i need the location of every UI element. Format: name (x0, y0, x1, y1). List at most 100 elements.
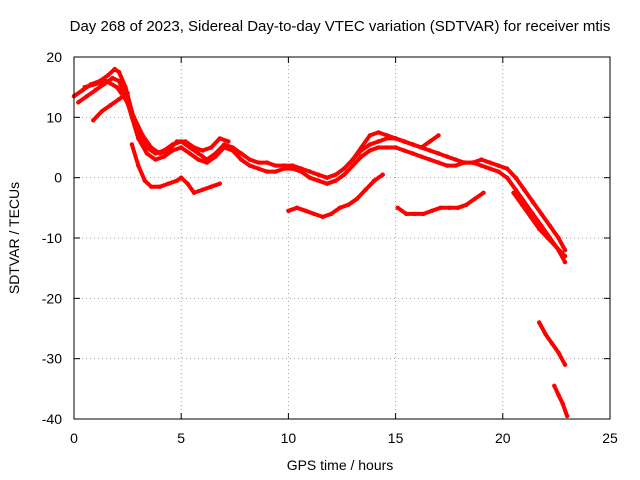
data-point (84, 94, 90, 99)
data-point (116, 78, 122, 84)
data-point (337, 205, 343, 210)
data-point (444, 163, 450, 168)
data-point (144, 151, 150, 156)
data-point (129, 142, 135, 147)
data-point (157, 184, 162, 189)
data-point (179, 175, 184, 180)
data-point (539, 211, 544, 217)
data-point (479, 163, 484, 168)
data-point (123, 97, 128, 102)
data-point (136, 163, 141, 168)
data-point (294, 205, 300, 210)
data-point (174, 178, 180, 183)
data-point (221, 145, 227, 150)
data-point (299, 169, 304, 174)
data-point (487, 166, 493, 171)
data-point (149, 145, 154, 150)
data-point (419, 145, 424, 150)
data-point (487, 160, 493, 165)
data-point (453, 157, 458, 162)
data-point (519, 202, 525, 207)
data-point (324, 181, 330, 186)
data-point (513, 187, 518, 192)
data-point (166, 181, 171, 186)
data-point (549, 341, 555, 346)
data-point (341, 172, 347, 177)
data-point (324, 175, 330, 180)
x-tick-label: 10 (281, 430, 297, 446)
data-point (354, 196, 360, 201)
data-point (504, 166, 510, 171)
data-point (479, 157, 484, 162)
data-point (464, 202, 469, 207)
data-point (438, 205, 443, 210)
data-point (239, 157, 244, 162)
data-point (209, 184, 214, 189)
data-point (511, 190, 516, 195)
data-point (303, 208, 308, 213)
data-point (157, 151, 162, 156)
data-point (560, 401, 565, 407)
data-point (363, 187, 368, 192)
data-point (412, 211, 418, 217)
data-point (376, 145, 381, 150)
x-tick-label: 25 (602, 430, 618, 446)
data-point (82, 85, 87, 90)
data-point (179, 145, 184, 150)
data-point (273, 169, 278, 174)
data-point (376, 130, 381, 135)
data-point (402, 139, 407, 144)
data-point (290, 166, 295, 171)
chart-title: Day 268 of 2023, Sidereal Day-to-day VTE… (70, 18, 611, 35)
data-point (183, 139, 188, 144)
data-point (513, 175, 518, 180)
data-point (504, 175, 510, 180)
data-point (359, 145, 364, 150)
data-point (367, 142, 373, 147)
data-point (404, 211, 409, 217)
y-tick-label: -30 (42, 351, 62, 367)
data-series (71, 66, 570, 419)
data-point (307, 175, 312, 180)
data-point (307, 169, 312, 174)
data-point (136, 136, 141, 141)
data-point (453, 163, 458, 168)
data-point (393, 145, 398, 150)
data-point (256, 160, 261, 165)
data-point (110, 75, 115, 81)
data-point (217, 136, 222, 141)
data-point (455, 205, 460, 210)
y-axis-label: SDTVAR / TECUs (6, 182, 22, 294)
data-point (264, 160, 270, 165)
data-point (562, 247, 568, 253)
data-point (209, 145, 214, 150)
data-point (562, 253, 568, 259)
data-point (545, 235, 550, 241)
series-line-s8 (395, 190, 486, 216)
data-point (239, 151, 244, 156)
data-point (247, 157, 252, 162)
data-point (140, 133, 145, 138)
data-point (410, 151, 415, 156)
x-tick-label: 20 (495, 430, 511, 446)
data-point (402, 148, 407, 153)
data-point (350, 163, 355, 168)
data-point (91, 118, 96, 123)
data-point (427, 148, 433, 153)
data-point (286, 208, 291, 213)
data-point (552, 383, 557, 388)
data-point (556, 392, 561, 398)
y-tick-label: 10 (46, 109, 62, 125)
data-point (191, 145, 197, 150)
data-point (395, 205, 400, 210)
data-point (142, 178, 147, 183)
x-tick-label: 5 (177, 430, 185, 446)
data-point (429, 208, 435, 213)
data-point (554, 244, 559, 250)
data-point (359, 154, 364, 159)
y-tick-label: -40 (42, 411, 62, 427)
x-tick-label: 15 (388, 430, 404, 446)
data-point (166, 148, 171, 153)
data-point (256, 166, 261, 171)
data-point (380, 172, 385, 177)
